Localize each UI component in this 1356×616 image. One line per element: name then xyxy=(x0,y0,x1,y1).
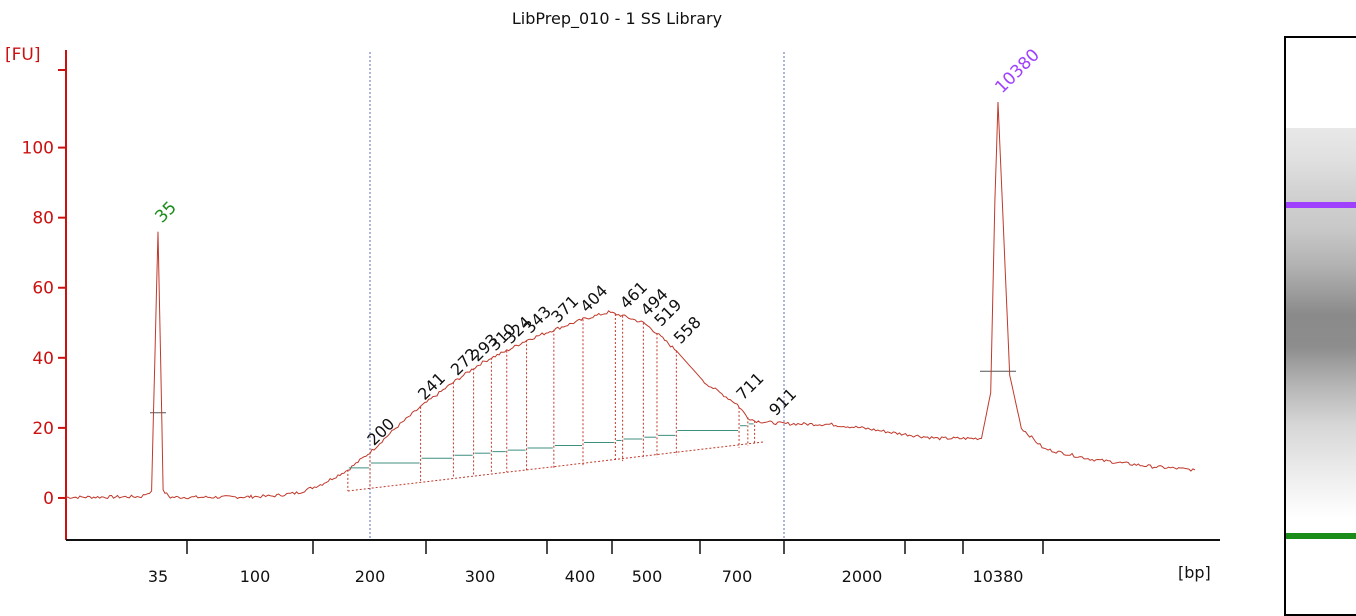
x-axis-label: [bp] xyxy=(1178,563,1211,582)
x-tick-label: 10380 xyxy=(973,567,1024,586)
region-bounds xyxy=(369,52,785,540)
gel-image xyxy=(1284,36,1356,616)
x-tick-label: 300 xyxy=(465,567,496,586)
x-tick-label: 700 xyxy=(722,567,753,586)
gel-band-upper-marker xyxy=(1286,202,1356,209)
peak-label: 911 xyxy=(765,384,800,419)
axis-ticks: 0 20 40 60 80 100 35 100 200 300 400 500 700 2000 1038… xyxy=(22,139,1044,586)
x-tick-label: 500 xyxy=(632,567,663,586)
x-tick-label: 35 xyxy=(148,567,168,586)
gel-lane xyxy=(1286,128,1356,518)
y-tick-label: 40 xyxy=(32,349,54,369)
peak-label: 200 xyxy=(363,414,398,449)
electropherogram-chart: LibPrep_010 - 1 SS Library [FU] [bp] 0 20… xyxy=(5,9,1220,586)
y-tick-label: 100 xyxy=(22,139,54,159)
y-axis-label: [FU] xyxy=(5,45,41,65)
x-tick-label: 2000 xyxy=(842,567,883,586)
peak-label: 711 xyxy=(732,369,767,404)
x-tick-label: 200 xyxy=(355,567,386,586)
peak-label: 241 xyxy=(414,369,449,404)
y-tick-label: 0 xyxy=(43,489,54,509)
y-tick-label: 80 xyxy=(32,209,54,229)
marker-peak-label: 10380 xyxy=(991,45,1043,97)
y-tick-label: 60 xyxy=(32,279,54,299)
axes xyxy=(58,50,1220,541)
trace-line xyxy=(65,101,1196,500)
peak-markers: 35 10380 xyxy=(150,45,1044,414)
peak-label: 371 xyxy=(547,292,582,327)
chart-title: LibPrep_010 - 1 SS Library xyxy=(512,9,722,29)
x-tick-label: 100 xyxy=(240,567,271,586)
trace-group xyxy=(65,101,1196,500)
smear-baseline xyxy=(347,441,765,492)
peak-label: 404 xyxy=(576,281,611,316)
gel-band-lower-marker xyxy=(1286,533,1356,540)
x-tick-label: 400 xyxy=(565,567,596,586)
marker-peak-label: 35 xyxy=(151,198,180,227)
y-tick-label: 20 xyxy=(32,419,54,439)
